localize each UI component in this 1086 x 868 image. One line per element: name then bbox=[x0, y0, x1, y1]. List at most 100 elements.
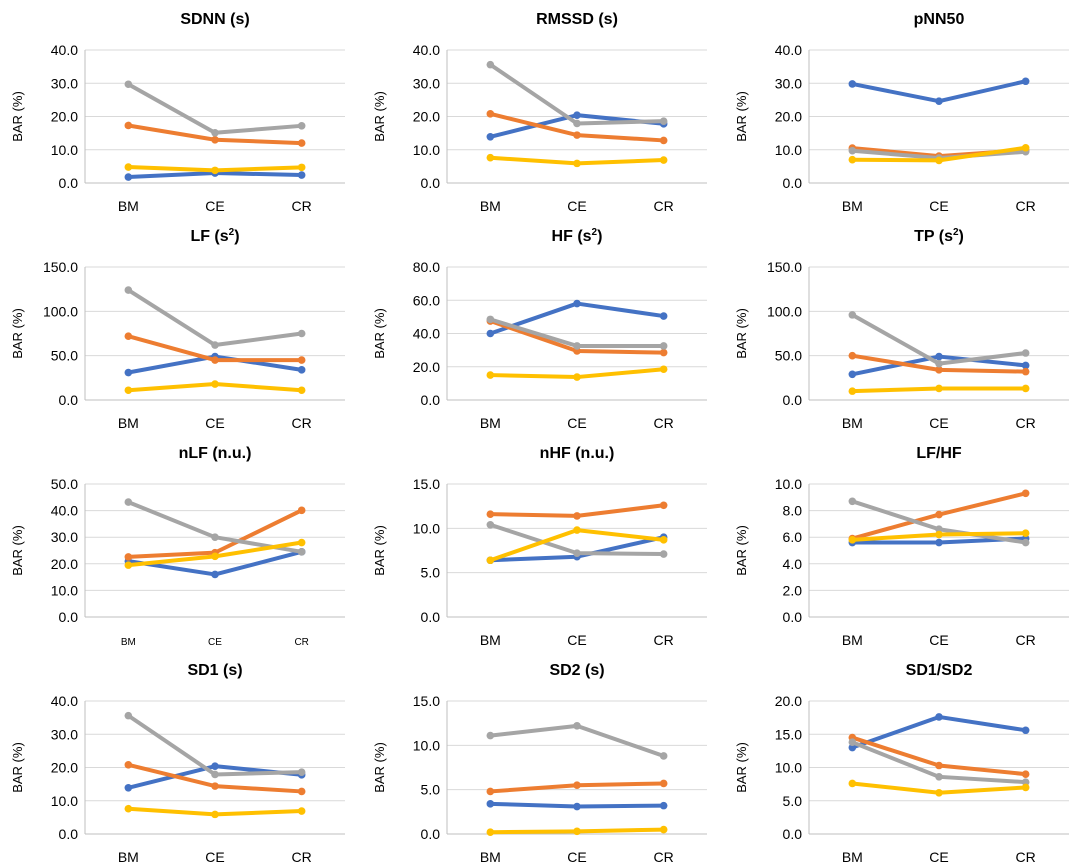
chart-title: nHF (n.u.) bbox=[540, 445, 615, 462]
y-tick-label: 0.0 bbox=[421, 826, 441, 842]
y-tick-label: 0.0 bbox=[59, 609, 79, 625]
series-1-point bbox=[1021, 361, 1030, 370]
series-1-point bbox=[486, 329, 495, 338]
y-axis-label: BAR (%) bbox=[734, 525, 749, 576]
x-tick-label: CR bbox=[654, 415, 674, 431]
series-3-point bbox=[848, 738, 857, 747]
chart-title: SD1 (s) bbox=[187, 662, 242, 679]
series-3-point bbox=[124, 286, 133, 294]
x-tick-label: CR bbox=[654, 849, 674, 865]
chart-panel: SD2 (s) BAR (%) 0.0 5.0 10.0 15.0 BM CE CR bbox=[362, 651, 724, 868]
series-1-point bbox=[573, 111, 581, 119]
series-2-point bbox=[935, 761, 943, 770]
x-tick-label: CE bbox=[208, 637, 222, 648]
y-tick-label: 10.0 bbox=[413, 142, 440, 158]
series-3-point bbox=[211, 341, 219, 349]
series-1-point bbox=[211, 762, 219, 770]
series-4-point bbox=[486, 556, 495, 565]
series-2-point bbox=[297, 787, 306, 796]
y-tick-label: 5.0 bbox=[421, 565, 441, 581]
x-tick-label: CR bbox=[292, 849, 312, 865]
series-3-point bbox=[486, 60, 495, 69]
y-tick-label: 10.0 bbox=[413, 520, 440, 536]
y-tick-label: 0.0 bbox=[421, 175, 441, 191]
series-3-point bbox=[297, 122, 306, 130]
x-tick-label: CE bbox=[929, 632, 948, 648]
series-3-point bbox=[573, 722, 581, 730]
x-tick-label: CE bbox=[567, 198, 586, 214]
chart-title: LF/HF bbox=[916, 445, 962, 462]
series-4-point bbox=[486, 371, 495, 379]
y-tick-label: 30.0 bbox=[775, 75, 802, 91]
y-tick-label: 40.0 bbox=[51, 693, 78, 709]
series-1-point bbox=[124, 783, 133, 792]
series-3-point bbox=[486, 731, 495, 740]
x-tick-label: BM bbox=[118, 198, 139, 214]
y-tick-label: 60.0 bbox=[413, 292, 440, 308]
series-4-point bbox=[573, 526, 581, 534]
series-4-point bbox=[848, 387, 857, 395]
series-4-point bbox=[211, 380, 219, 388]
x-tick-label: CR bbox=[292, 198, 312, 214]
series-4-point bbox=[573, 827, 581, 836]
x-tick-label: CE bbox=[567, 632, 586, 648]
series-2-point bbox=[124, 121, 133, 130]
series-3-point bbox=[211, 533, 219, 541]
y-tick-label: 40.0 bbox=[413, 326, 440, 342]
series-4-point bbox=[124, 561, 133, 569]
series-1-point bbox=[935, 713, 943, 721]
series-3-point bbox=[1021, 778, 1030, 786]
series-2-point bbox=[1021, 489, 1030, 498]
y-tick-label: 150.0 bbox=[43, 259, 78, 275]
y-tick-label: 10.0 bbox=[775, 476, 802, 492]
series-3-point bbox=[1021, 349, 1030, 357]
y-tick-label: 30.0 bbox=[413, 75, 440, 91]
series-3-point bbox=[659, 550, 668, 558]
x-tick-label: CE bbox=[567, 415, 586, 431]
x-tick-label: CR bbox=[1016, 632, 1036, 648]
y-axis-label: BAR (%) bbox=[372, 742, 387, 793]
x-tick-label: CR bbox=[1016, 415, 1036, 431]
x-tick-label: BM bbox=[480, 415, 501, 431]
series-3-point bbox=[659, 342, 668, 350]
series-1-point bbox=[124, 368, 133, 377]
y-tick-label: 10.0 bbox=[775, 142, 802, 158]
y-tick-label: 20.0 bbox=[51, 760, 78, 776]
series-1-point bbox=[935, 538, 943, 547]
y-tick-label: 15.0 bbox=[775, 726, 802, 742]
series-3-point bbox=[486, 520, 495, 529]
chart-panel: SDNN (s) BAR (%) 0.0 10.0 20.0 30.0 40.0 BM CE CR bbox=[0, 0, 362, 217]
x-tick-label: CR bbox=[1016, 198, 1036, 214]
series-3-point bbox=[935, 359, 943, 368]
series-3-point bbox=[486, 315, 495, 324]
y-tick-label: 4.0 bbox=[783, 556, 803, 572]
series-4-point bbox=[573, 373, 581, 381]
series-2-point bbox=[659, 501, 668, 510]
y-axis-label: BAR (%) bbox=[372, 525, 387, 576]
series-2-point bbox=[124, 332, 133, 340]
y-tick-label: 2.0 bbox=[783, 582, 803, 598]
series-2-point bbox=[486, 110, 495, 118]
series-2-point bbox=[573, 512, 581, 520]
x-tick-label: CR bbox=[294, 637, 308, 648]
series-3-point bbox=[659, 117, 668, 125]
series-4-point bbox=[659, 825, 668, 834]
y-tick-label: 80.0 bbox=[413, 259, 440, 275]
series-2-point bbox=[211, 135, 219, 144]
series-4-point bbox=[124, 804, 133, 813]
x-tick-label: BM bbox=[121, 637, 136, 648]
chart-svg: TP (s2) BAR (%) 0.0 50.0 100.0 150.0 BM CE CR bbox=[734, 227, 1069, 431]
series-4-point bbox=[935, 384, 943, 393]
series-4-point bbox=[124, 163, 133, 171]
series-3-point bbox=[935, 773, 943, 781]
series-2-point bbox=[297, 139, 306, 147]
series-1-point bbox=[573, 802, 581, 811]
x-tick-label: CR bbox=[292, 415, 312, 431]
series-2-point bbox=[297, 506, 306, 515]
chart-panel: TP (s2) BAR (%) 0.0 50.0 100.0 150.0 BM CE CR bbox=[724, 217, 1086, 434]
chart-svg: RMSSD (s) BAR (%) 0.0 10.0 20.0 30.0 40.0 BM CE C… bbox=[372, 11, 707, 214]
y-tick-label: 10.0 bbox=[413, 737, 440, 753]
y-axis-label: BAR (%) bbox=[10, 91, 25, 142]
chart-title: RMSSD (s) bbox=[536, 11, 618, 28]
